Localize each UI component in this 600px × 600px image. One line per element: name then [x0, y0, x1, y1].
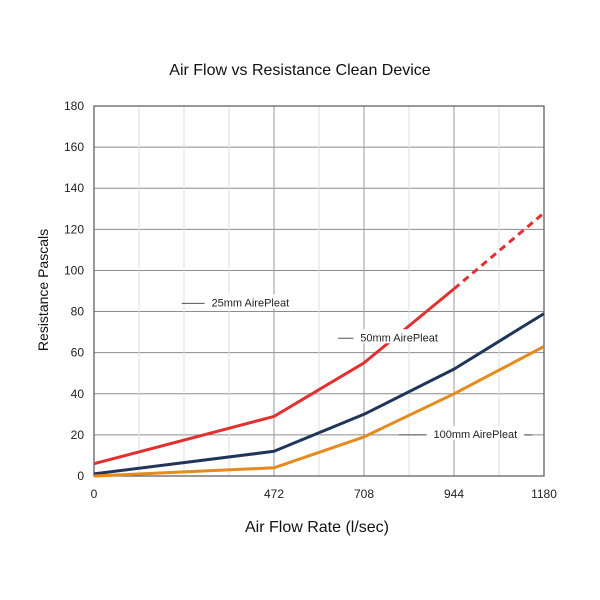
y-axis-label: Resistance Pascals — [35, 229, 51, 351]
series-labels: 25mm AirePleat 50mm AirePleat 100mm AirePl… — [181, 294, 533, 441]
x-tick-label: 708 — [354, 487, 374, 501]
y-tick-label: 160 — [64, 140, 84, 154]
series-line — [93, 312, 545, 476]
x-tick-label: 0 — [91, 487, 98, 501]
y-tick-label: 0 — [77, 469, 84, 483]
y-tick-label: 180 — [64, 99, 84, 113]
gridlines — [94, 105, 544, 476]
x-tick-label: 472 — [264, 487, 284, 501]
series-label-bg — [204, 294, 297, 309]
x-tick-label: 944 — [444, 487, 464, 501]
plot-border — [93, 105, 545, 477]
series-lines — [93, 211, 545, 478]
chart-title: Air Flow vs Resistance Clean Device — [169, 62, 431, 79]
y-tick-label: 120 — [64, 222, 84, 236]
x-tick-label: 1180 — [531, 487, 557, 501]
y-tick-labels: 0 20 40 60 80 100 120 140 160 180 — [64, 99, 84, 483]
series-line — [93, 287, 455, 466]
y-tick-label: 100 — [64, 263, 84, 277]
y-tick-label: 20 — [71, 428, 85, 442]
y-tick-label: 40 — [71, 387, 85, 401]
series-label-bg — [353, 329, 445, 344]
series-label: 50mm AirePleat — [360, 332, 438, 344]
series-label: 25mm AirePleat — [212, 297, 290, 309]
series-line — [93, 345, 545, 478]
plot-frame — [93, 105, 545, 477]
x-tick-labels: 0 472 708 944 1180 — [91, 487, 558, 501]
y-tick-label: 140 — [64, 181, 84, 195]
series-label-bg — [426, 425, 525, 440]
x-axis-label: Air Flow Rate (l/sec) — [245, 519, 389, 536]
series-line-dashed — [453, 211, 545, 291]
series-label: 100mm AirePleat — [433, 429, 517, 441]
y-tick-label: 60 — [71, 346, 85, 360]
y-tick-label: 80 — [71, 305, 85, 319]
